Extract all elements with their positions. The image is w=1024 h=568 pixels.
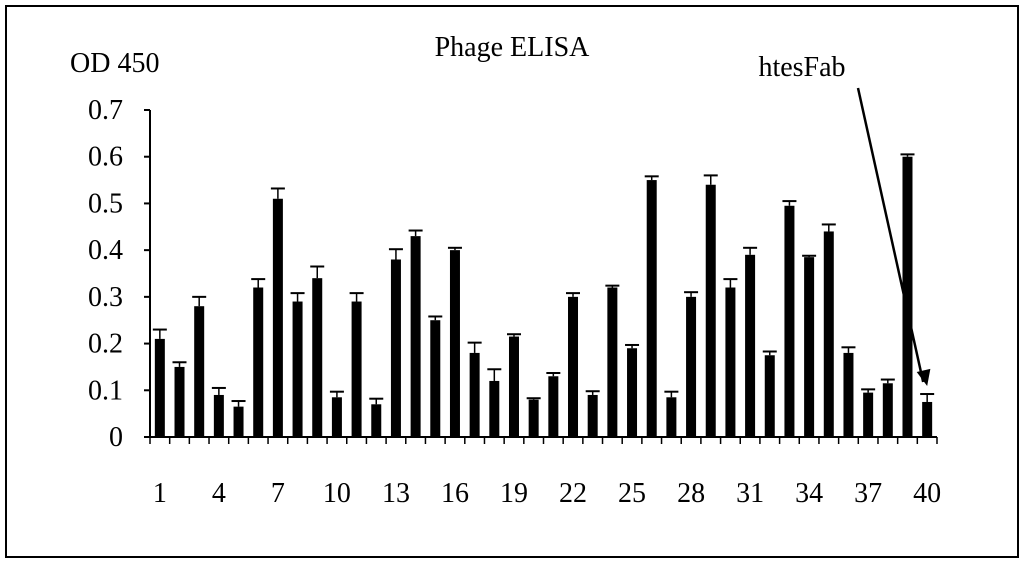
bar-20 <box>528 399 539 437</box>
bar-15 <box>430 320 441 437</box>
bar-32 <box>764 355 775 437</box>
bar-9 <box>312 278 323 437</box>
y-tick-label: 0.3 <box>88 282 123 313</box>
annotation-arrow-line <box>856 87 925 383</box>
bar-28 <box>686 296 697 437</box>
bar-37 <box>863 392 874 437</box>
bar-25 <box>627 348 638 437</box>
bar-18 <box>489 380 500 437</box>
bar-12 <box>371 404 382 437</box>
bar-23 <box>587 394 598 437</box>
annotation: htesFab <box>758 52 931 387</box>
x-tick-label: 1 <box>153 478 167 509</box>
x-tick-label: 4 <box>212 478 226 509</box>
y-tick-label: 0.1 <box>88 375 123 406</box>
y-tick-label: 0.7 <box>88 95 123 126</box>
bar-40 <box>922 401 933 437</box>
chart-frame <box>5 5 1019 558</box>
bar-6 <box>253 287 264 437</box>
x-tick-label: 13 <box>382 478 410 509</box>
x-tick-label: 7 <box>271 478 285 509</box>
x-tick-label: 10 <box>323 478 351 509</box>
bar-14 <box>410 236 421 437</box>
bar-3 <box>194 306 205 437</box>
bar-38 <box>882 383 893 437</box>
bar-1 <box>154 338 165 437</box>
x-tick-label: 19 <box>500 478 528 509</box>
bar-26 <box>646 180 657 438</box>
y-tick-label: 0.2 <box>88 329 123 360</box>
x-tick-label: 34 <box>795 478 823 509</box>
chart-title: Phage ELISA <box>435 32 591 63</box>
bar-8 <box>292 301 303 437</box>
bar-35 <box>823 231 834 437</box>
y-axis: 0 0.1 0.2 0.3 0.4 0.5 0.6 0.7 <box>88 95 151 453</box>
bar-24 <box>607 287 618 437</box>
y-tick-label: 0.5 <box>88 188 123 219</box>
bar-5 <box>233 406 244 437</box>
x-tick-label: 40 <box>913 478 941 509</box>
y-tick-label: 0.4 <box>88 235 123 266</box>
bar-33 <box>784 205 795 437</box>
x-tick-label: 22 <box>559 478 587 509</box>
annotation-label: htesFab <box>758 52 845 83</box>
y-tick-label: 0 <box>109 422 123 453</box>
bar-22 <box>568 296 579 437</box>
x-tick-label: 16 <box>441 478 469 509</box>
bar-27 <box>666 397 677 437</box>
bar-19 <box>508 336 519 437</box>
bar-10 <box>331 397 342 437</box>
x-tick-label: 25 <box>618 478 646 509</box>
bar-36 <box>843 352 854 437</box>
bar-30 <box>725 287 736 437</box>
y-tick-label: 0.6 <box>88 142 123 173</box>
x-tick-label: 37 <box>854 478 882 509</box>
bar-31 <box>745 254 756 437</box>
bar-29 <box>705 184 716 437</box>
annotation-arrow-head <box>916 368 931 387</box>
x-tick-label: 28 <box>677 478 705 509</box>
bar-21 <box>548 376 559 437</box>
bar-39 <box>902 156 913 437</box>
bar-17 <box>469 352 480 437</box>
x-tick-label: 31 <box>736 478 764 509</box>
bar-34 <box>804 257 815 437</box>
bar-13 <box>390 259 401 437</box>
bar-7 <box>272 198 283 437</box>
bar-16 <box>449 250 460 437</box>
bar-11 <box>351 301 362 437</box>
bar-2 <box>174 366 185 437</box>
bar-4 <box>213 394 224 437</box>
y-axis-label: OD 450 <box>70 48 159 79</box>
bars <box>152 153 935 438</box>
